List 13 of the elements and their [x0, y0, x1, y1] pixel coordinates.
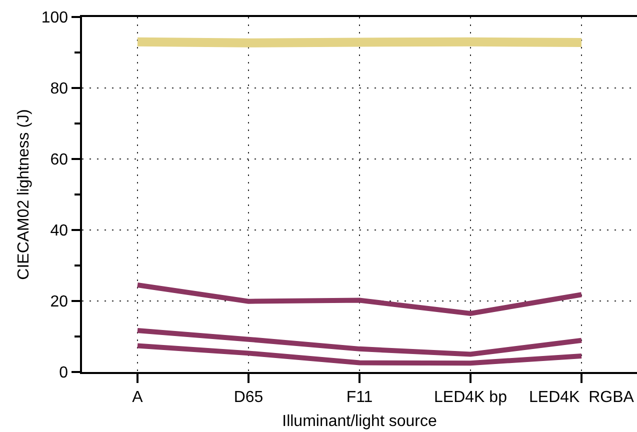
- y-tick-label: 0: [59, 364, 68, 382]
- y-tick-label: 40: [50, 222, 68, 240]
- y-tick-label: 60: [50, 152, 68, 169]
- y-tick-label: 20: [50, 294, 68, 311]
- x-axis-title: Illuminant/light source: [282, 413, 437, 430]
- y-tick-label: 100: [41, 10, 68, 27]
- y-tick-label: 80: [50, 80, 68, 98]
- x-tick-label: LED4K RGBA: [529, 388, 634, 406]
- x-tick-label: A: [132, 388, 144, 406]
- x-tick-label: F11: [346, 388, 373, 406]
- x-tick-label: LED4K bp: [434, 388, 508, 406]
- x-tick-label: D65: [234, 388, 264, 406]
- y-axis-title: CIECAM02 lightness (J): [16, 109, 33, 280]
